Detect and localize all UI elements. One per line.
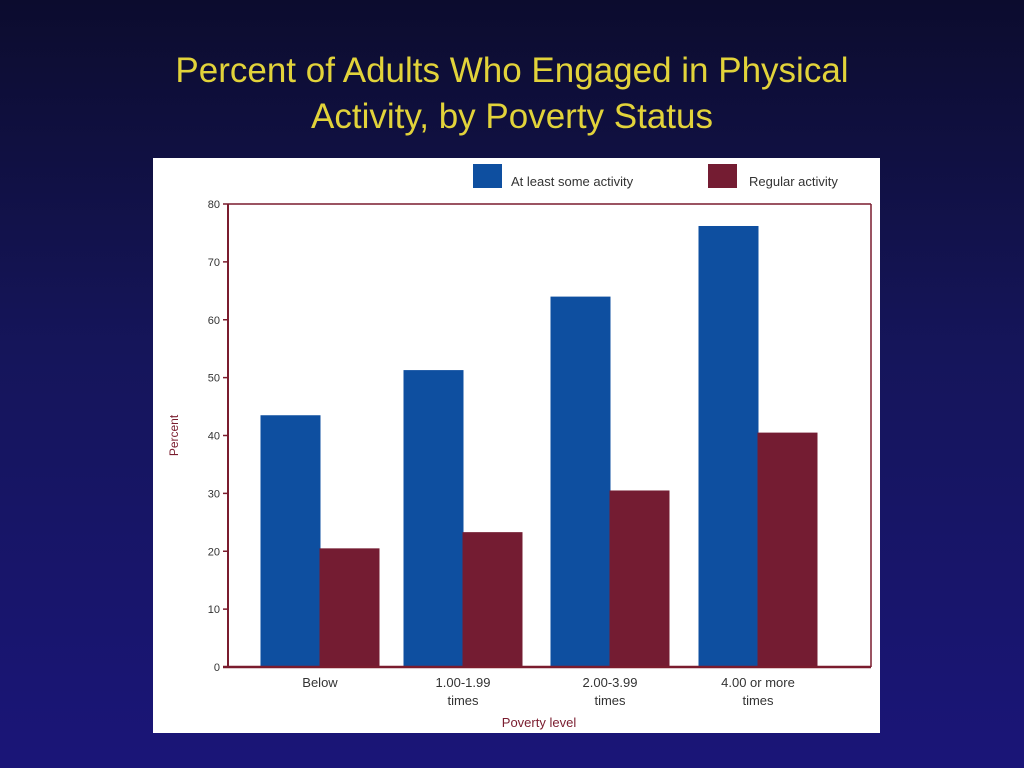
bar-series-1-cat-1	[260, 415, 321, 667]
x-category-label: times	[447, 693, 479, 708]
slide-title-line-1: Percent of Adults Who Engaged in Physica…	[175, 51, 849, 90]
y-tick-label: 60	[208, 315, 220, 327]
y-tick-label: 30	[208, 488, 220, 500]
y-tick-label: 70	[208, 257, 220, 269]
legend-label-2: Regular activity	[749, 174, 838, 189]
y-tick-label: 10	[208, 604, 220, 616]
y-axis-label: Percent	[167, 414, 181, 456]
bar-series-2-cat-2	[462, 532, 523, 667]
y-tick-label: 80	[208, 199, 220, 211]
y-tick-label: 20	[208, 546, 220, 558]
slide-title: Percent of Adults Who Engaged in Physica…	[0, 48, 1024, 140]
y-tick-label: 40	[208, 431, 220, 443]
x-category-label: Below	[302, 675, 338, 690]
bar-chart: 0 10 20 30 40 50 60 70 80 Percent Below 1.00-1.99 ti…	[167, 164, 872, 730]
x-category-label: times	[594, 693, 626, 708]
x-category-label: 2.00-3.99	[583, 675, 638, 690]
legend-swatch-1	[473, 164, 502, 188]
x-category-label: 1.00-1.99	[436, 675, 491, 690]
chart-panel: 0 10 20 30 40 50 60 70 80 Percent Below 1.00-1.99 ti…	[153, 158, 880, 733]
x-axis-label: Poverty level	[502, 715, 577, 730]
bar-series-1-cat-3	[550, 296, 611, 667]
y-tick-label: 0	[214, 662, 220, 674]
y-tick-label: 50	[208, 373, 220, 385]
bar-series-1-cat-2	[403, 370, 464, 667]
x-category-label: times	[742, 693, 774, 708]
legend-swatch-2	[708, 164, 737, 188]
bar-series-2-cat-3	[609, 490, 670, 667]
bar-series-2-cat-4	[757, 432, 818, 667]
bar-series-1-cat-4	[698, 225, 759, 667]
x-category-label: 4.00 or more	[721, 675, 795, 690]
legend-label-1: At least some activity	[511, 174, 634, 189]
slide-title-line-2: Activity, by Poverty Status	[311, 97, 713, 136]
bar-series-2-cat-1	[319, 548, 380, 667]
